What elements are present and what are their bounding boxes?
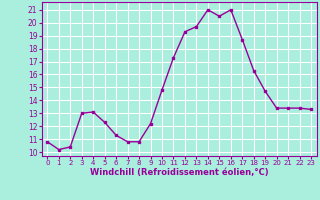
X-axis label: Windchill (Refroidissement éolien,°C): Windchill (Refroidissement éolien,°C) bbox=[90, 168, 268, 177]
